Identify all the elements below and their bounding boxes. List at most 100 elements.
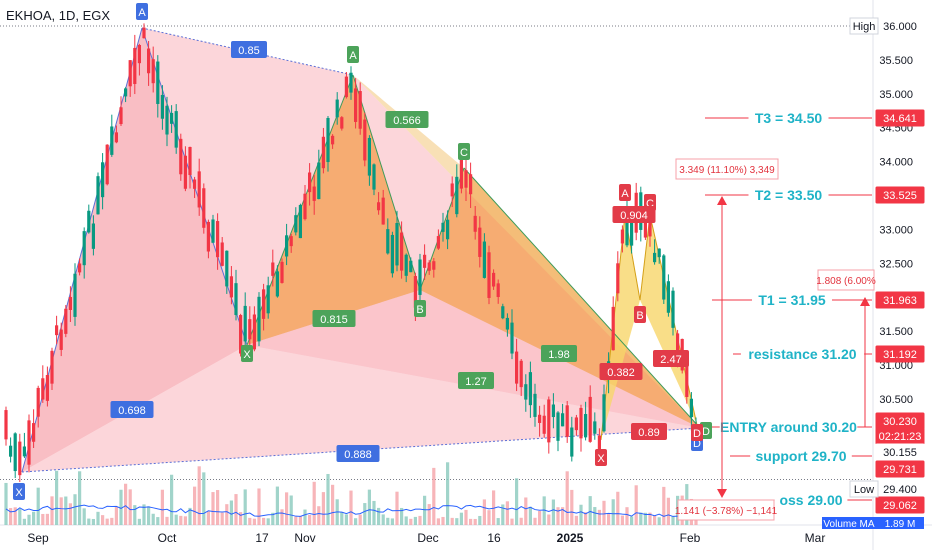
candle-body xyxy=(82,231,86,266)
measure-text-0: 3.349 (11.10%) 3,349 xyxy=(679,165,775,176)
volume-bar xyxy=(114,506,118,525)
volume-bar xyxy=(317,506,321,525)
volume-bar xyxy=(13,507,17,525)
volume-bar xyxy=(202,472,206,525)
volume-bar xyxy=(68,503,72,525)
candle-body xyxy=(510,322,514,354)
edge-ab-2 xyxy=(352,74,421,291)
volume-bar xyxy=(78,471,82,525)
candle-body xyxy=(579,407,583,439)
volume-bar xyxy=(694,517,698,525)
candle-body xyxy=(505,317,509,330)
volume-bar xyxy=(308,514,312,525)
candle-body xyxy=(280,261,284,283)
candle-body xyxy=(18,441,22,476)
pattern-point-a-3: A xyxy=(349,50,357,62)
volume-bar xyxy=(418,515,422,525)
volume-bar xyxy=(501,504,505,525)
candle-body xyxy=(492,272,496,287)
volume-bar xyxy=(87,518,91,525)
pattern-point-b-10: B xyxy=(636,310,643,322)
ratio-label-9: 2.47 xyxy=(660,354,681,366)
candle-body xyxy=(326,117,330,163)
candle-body xyxy=(519,360,523,388)
candle-body xyxy=(13,433,17,472)
volume-bar xyxy=(390,518,394,525)
candle-body xyxy=(294,215,298,233)
candle-body xyxy=(257,296,261,342)
measure-arrow-2 xyxy=(860,297,870,306)
volume-bar xyxy=(643,512,647,525)
volume-value-bg xyxy=(876,517,924,529)
pattern-point-d-6: D xyxy=(702,426,710,438)
candle-body xyxy=(151,59,155,84)
measure-box-0 xyxy=(675,158,779,180)
candle-body xyxy=(193,179,197,189)
candle-body xyxy=(225,250,229,287)
candle-body xyxy=(358,91,362,129)
symbol-title: EKHOA, 1D, EGX xyxy=(6,8,111,23)
volume-bar xyxy=(27,514,31,525)
volume-bar xyxy=(473,518,477,525)
candle-body xyxy=(73,273,77,317)
level-label-6: oss 29.00 xyxy=(779,492,842,508)
price-badge-3: 31.963 xyxy=(883,295,917,307)
price-badge-5: 30.230 xyxy=(883,416,917,428)
ratio-label-8: 0.382 xyxy=(607,367,635,379)
candle-body xyxy=(538,414,542,423)
level-label-0: T3 = 34.50 xyxy=(755,110,823,126)
pattern2-xbd-fill xyxy=(247,290,700,428)
pattern-point-c-11: C xyxy=(646,198,654,210)
volume-bar xyxy=(354,518,358,525)
volume-bar xyxy=(105,518,109,525)
candle-body xyxy=(441,222,445,232)
x-tick-1: Oct xyxy=(158,531,177,545)
volume-bar xyxy=(344,514,348,525)
volume-bar xyxy=(41,513,45,525)
candle-body xyxy=(400,232,404,271)
price-badge-1: 34.641 xyxy=(883,113,917,125)
candle-body xyxy=(68,296,72,310)
candle-body xyxy=(377,202,381,211)
candle-body xyxy=(653,252,657,263)
candle-body xyxy=(156,61,160,104)
candle-body xyxy=(616,263,620,294)
candle-body xyxy=(372,164,376,190)
candle-body xyxy=(469,174,473,195)
candle-body xyxy=(666,281,670,313)
ratio-bg-2 xyxy=(336,445,380,462)
volume-bar xyxy=(620,515,624,525)
volume-bar xyxy=(312,481,316,525)
candle-body xyxy=(597,435,601,450)
volume-bar xyxy=(275,486,279,525)
price-badge-bg-7 xyxy=(875,443,925,461)
ratio-label-6: 1.27 xyxy=(465,376,486,388)
candle-body xyxy=(22,446,26,457)
candle-body xyxy=(197,171,201,208)
pattern1-xd-fill xyxy=(22,345,700,472)
volume-bar xyxy=(574,515,578,525)
measure-arrow-3 xyxy=(717,489,727,498)
volume-bar xyxy=(179,515,183,525)
level-label-bg-3 xyxy=(740,345,865,363)
volume-bar xyxy=(400,507,404,525)
candle-body xyxy=(137,44,141,64)
level-label-bg-4 xyxy=(719,418,858,436)
candle-body xyxy=(202,188,206,228)
candle-body xyxy=(188,146,192,176)
volume-bar xyxy=(110,517,114,525)
candle-body xyxy=(363,119,367,161)
x-tick-6: 2025 xyxy=(557,531,584,545)
pattern-point-a-9: A xyxy=(621,188,629,200)
volume-bar xyxy=(662,486,666,525)
low-tag: Low xyxy=(854,484,874,496)
price-tick-6: 33.000 xyxy=(879,224,913,236)
volume-bar xyxy=(36,487,40,525)
pattern3-bcd-fill xyxy=(640,215,697,425)
ratio-bg-0 xyxy=(231,41,267,58)
candle-body xyxy=(446,219,450,240)
volume-label: Volume MA xyxy=(823,519,874,530)
candle-body xyxy=(662,255,666,300)
candle-body xyxy=(478,227,482,257)
price-badge-bg-1 xyxy=(875,109,925,127)
